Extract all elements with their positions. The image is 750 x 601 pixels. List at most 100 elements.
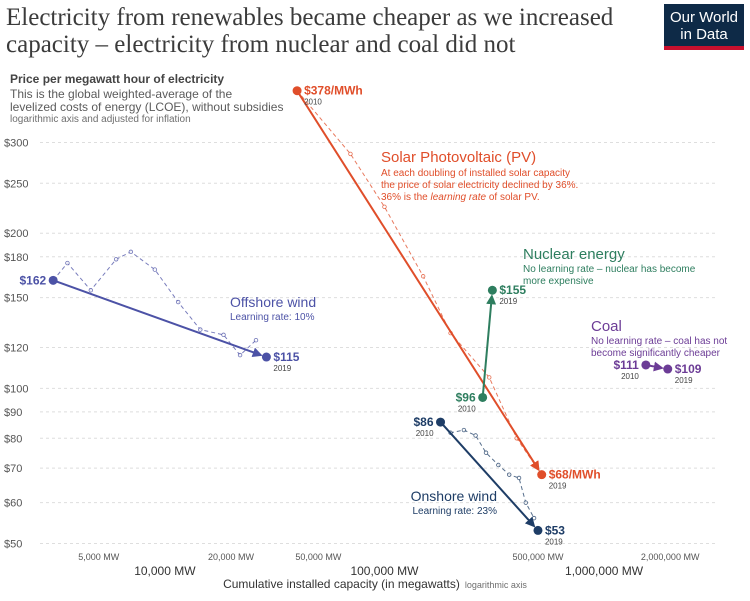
y-tick-label: $250 [4, 178, 28, 190]
series-end-year: 2019 [499, 297, 517, 306]
series-history-point [382, 204, 387, 210]
series-start-year: 2010 [621, 372, 639, 381]
y-tick-label: $80 [4, 433, 22, 445]
series-start-value: $162 [19, 273, 46, 287]
series-history-point [496, 462, 501, 468]
series-start-point [292, 86, 302, 96]
series-history-point [420, 274, 426, 279]
x-axis-title: Cumulative installed capacity (in megawa… [223, 577, 527, 591]
series-history-point [507, 472, 512, 477]
series-start-point [478, 392, 488, 402]
series-start-value: $96 [456, 390, 476, 404]
series-end-year: 2019 [545, 537, 563, 546]
coal-note-1: No learning rate – coal has not [591, 336, 727, 347]
series-trend-arrow [296, 90, 540, 472]
x-axis-title-note: logarithmic axis [465, 580, 528, 590]
series-trend-arrow [481, 294, 497, 398]
series-history-point [473, 433, 478, 438]
y-tick-label: $300 [4, 137, 28, 149]
coal-note-2: become significantly cheaper [591, 348, 721, 359]
solar-note-3-post: of solar PV. [486, 192, 540, 203]
series-history-point [176, 299, 181, 305]
y-tick-label: $150 [4, 293, 28, 305]
y-tick-label: $100 [4, 383, 28, 395]
series-history-point [113, 257, 119, 262]
y-tick-label: $200 [4, 228, 28, 240]
y-axis-label: Price per megawatt hour of electricity [10, 72, 225, 86]
series-history-point [88, 288, 94, 293]
x-tick-label-minor: 500,000 MW [512, 552, 564, 562]
x-tick-label-minor: 2,000,000 MW [641, 552, 700, 562]
logo-line-2: in Data [680, 26, 728, 43]
offshore-note: Learning rate: 10% [230, 312, 315, 323]
series-end-point [537, 470, 547, 480]
series-trend-arrow [52, 279, 263, 358]
solar-note-2: the price of solar electricity declined … [381, 180, 578, 191]
coal-name: Coal [591, 318, 622, 335]
series-start-value: $111 [613, 358, 639, 372]
subtitle-line-2: levelized costs of energy (LCOE), withou… [10, 100, 284, 114]
series-history-point [487, 375, 492, 380]
series-trend-arrow [439, 421, 536, 528]
series-history-point [461, 427, 467, 433]
x-tick-label-major: 1,000,000 MW [565, 564, 644, 578]
y-tick-label: $180 [4, 252, 28, 264]
series-history-point [221, 332, 226, 338]
series-start-point [641, 360, 651, 370]
solar-note-1: At each doubling of installed solar capa… [381, 168, 570, 179]
series-history-point [152, 267, 158, 272]
series-end-value: $115 [273, 350, 299, 364]
series-end-value: $155 [499, 283, 526, 297]
series-start-value: $86 [413, 415, 433, 429]
onshore-note: Learning rate: 23% [412, 506, 497, 517]
nuclear-note-2: more expensive [523, 276, 594, 287]
series-start-point [48, 275, 58, 285]
x-axis-title-main: Cumulative installed capacity (in megawa… [223, 577, 460, 591]
series-end-point [487, 285, 497, 295]
x-tick-label-minor: 20,000 MW [208, 552, 255, 562]
y-tick-label: $60 [4, 498, 22, 510]
series-end-point [261, 352, 271, 362]
owid-logo[interactable]: Our World in Data [664, 4, 744, 50]
solar-note-3-em: learning rate [430, 192, 486, 203]
series-history-point [523, 500, 528, 505]
series-history-point [483, 450, 489, 455]
offshore-name: Offshore wind [230, 294, 316, 310]
series-history-line [52, 251, 257, 356]
series-history-point [253, 337, 259, 343]
series-history-point [65, 260, 70, 266]
series-end-point [663, 364, 673, 374]
series-history-point [531, 515, 537, 521]
y-tick-label: $50 [4, 538, 22, 550]
series-history-point [237, 352, 243, 358]
series-end-value: $53 [545, 523, 565, 537]
subtitle-line-1: This is the global weighted-average of t… [10, 87, 233, 101]
series-history-point [516, 475, 522, 481]
solar-note-3-pre: 36% is the [381, 192, 430, 203]
x-tick-label-major: 10,000 MW [134, 564, 196, 578]
solar-name: Solar Photovoltaic (PV) [381, 149, 536, 166]
y-tick-label: $90 [4, 407, 22, 419]
series-history-point [348, 151, 353, 157]
series-history-point [128, 249, 134, 255]
x-tick-label-minor: 5,000 MW [78, 552, 120, 562]
y-tick-label: $120 [4, 343, 28, 355]
nuclear-name: Nuclear energy [523, 246, 625, 263]
series-end-value: $109 [675, 362, 702, 376]
series-end-year: 2019 [549, 482, 567, 491]
series-start-year: 2010 [304, 98, 322, 107]
series-start-value: $378/MWh [304, 84, 363, 98]
series-end-point [533, 525, 543, 535]
onshore-name: Onshore wind [411, 488, 497, 504]
series-start-year: 2010 [416, 429, 434, 438]
series-history-line [440, 421, 535, 519]
solar-note-3: 36% is the learning rate of solar PV. [381, 192, 540, 203]
series-history-point [198, 327, 203, 332]
chart-title: Electricity from renewables became cheap… [6, 4, 614, 58]
series-end-value: $68/MWh [549, 468, 601, 482]
series-end-year: 2019 [675, 376, 693, 385]
nuclear-note-1: No learning rate – nuclear has become [523, 264, 696, 275]
x-tick-label-minor: 50,000 MW [295, 552, 342, 562]
series-end-year: 2019 [273, 364, 291, 373]
